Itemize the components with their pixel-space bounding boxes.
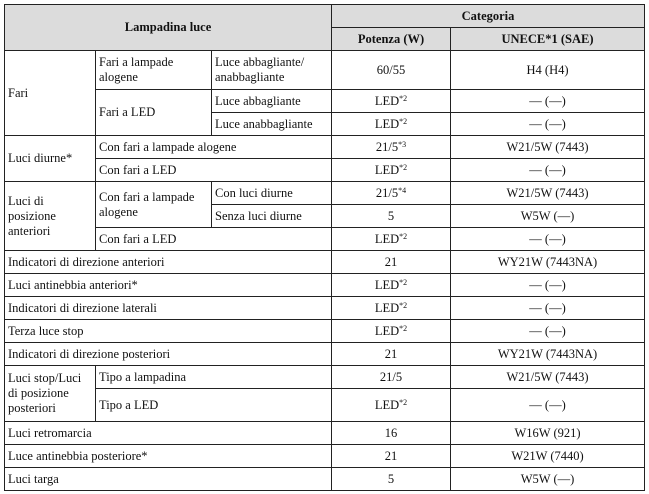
posizione-without-drl-unece: W5W (—) [450,204,646,228]
row-label-fendi-ant: Luci antinebbia anteriori* [3,273,333,297]
fari-alogene: Fari a lampade alogene [95,50,212,90]
row-label-posizione: Luci di posizione anteriori [4,181,96,251]
row-label-dir-ant: Indicatori di direzione anteriori [3,250,333,274]
fendi-ant-unece: — (—) [450,273,646,297]
row-label-terza-stop: Terza luce stop [3,319,333,343]
diurne-led: Con fari a LED [94,158,333,182]
fendi-post-unece: W21W (7440) [450,444,646,468]
posizione-with-drl-power: 21/5*4 [331,181,452,205]
row-label-fendi-post: Luce antinebbia posteriore* [3,444,333,468]
bulb-spec-table: Lampadina luce Categoria Potenza (W) UNE… [3,4,646,491]
row-label-dir-lat: Indicatori di direzione laterali [3,296,333,320]
posizione-without-drl: Senza luci diurne [210,204,333,228]
dir-lat-unece: — (—) [450,296,646,320]
fari-led-low-unece: — (—) [450,112,646,136]
retro-unece: W16W (921) [450,421,646,445]
diurne-alogene-power: 21/5*3 [331,135,452,159]
fari-led-low-power: LED*2 [331,112,452,136]
targa-power: 5 [331,467,452,491]
posizione-alogene: Con fari a lampade alogene [95,181,212,228]
dir-post-power: 21 [331,342,452,366]
fari-led-high-power: LED*2 [331,89,452,113]
dir-ant-power: 21 [331,250,452,274]
header-category: Categoria [331,4,646,28]
dir-lat-power: LED*2 [331,296,452,320]
fari-led-high: Luce abbagliante [210,89,333,113]
dir-ant-unece: WY21W (7443NA) [450,250,646,274]
row-label-fari: Fari [4,50,96,136]
fari-led-high-unece: — (—) [450,89,646,113]
posizione-without-drl-power: 5 [331,204,452,228]
stop-lampadina-power: 21/5 [331,365,452,389]
posizione-with-drl-unece: W21/5W (7443) [450,181,646,205]
stop-led-unece: — (—) [450,388,646,422]
fari-alogene-unece: H4 (H4) [450,50,646,90]
fari-led: Fari a LED [95,89,212,136]
row-label-dir-post: Indicatori di direzione posteriori [3,342,333,366]
header-power: Potenza (W) [331,27,452,51]
fendi-post-power: 21 [331,444,452,468]
stop-led: Tipo a LED [94,388,333,422]
diurne-led-power: LED*2 [331,158,452,182]
row-label-stop: Luci stop/Luci di posizione posteriori [4,365,96,422]
posizione-led: Con fari a LED [94,227,333,251]
stop-lampadina-unece: W21/5W (7443) [450,365,646,389]
fari-alogene-power: 60/55 [331,50,452,90]
targa-unece: W5W (—) [450,467,646,491]
diurne-led-unece: — (—) [450,158,646,182]
stop-led-power: LED*2 [331,388,452,422]
row-label-targa: Luci targa [3,467,333,491]
header-unece: UNECE*1 (SAE) [450,27,646,51]
fendi-ant-power: LED*2 [331,273,452,297]
diurne-alogene-unece: W21/5W (7443) [450,135,646,159]
stop-lampadina: Tipo a lampadina [94,365,333,389]
retro-power: 16 [331,421,452,445]
posizione-led-power: LED*2 [331,227,452,251]
row-label-retro: Luci retromarcia [3,421,333,445]
posizione-with-drl: Con luci diurne [210,181,333,205]
terza-stop-power: LED*2 [331,319,452,343]
dir-post-unece: WY21W (7443NA) [450,342,646,366]
header-bulb: Lampadina luce [3,4,333,51]
terza-stop-unece: — (—) [450,319,646,343]
row-label-diurne: Luci diurne* [4,135,96,182]
fari-alogene-mode: Luce abbagliante/ anabbagliante [210,50,333,90]
posizione-led-unece: — (—) [450,227,646,251]
diurne-alogene: Con fari a lampade alogene [94,135,333,159]
fari-led-low: Luce anabbagliante [210,112,333,136]
